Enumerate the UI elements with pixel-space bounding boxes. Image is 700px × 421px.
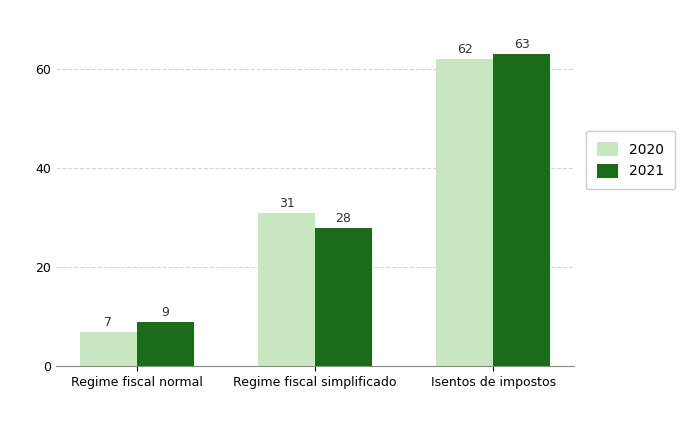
Text: 31: 31	[279, 197, 294, 210]
Legend: 2020, 2021: 2020, 2021	[586, 131, 676, 189]
Text: 9: 9	[161, 306, 169, 319]
Bar	[315, 228, 372, 366]
Bar	[80, 332, 136, 366]
Text: 28: 28	[335, 212, 351, 225]
Text: 7: 7	[104, 316, 112, 329]
Text: 62: 62	[457, 43, 473, 56]
Text: 63: 63	[514, 38, 530, 51]
Bar	[494, 54, 550, 366]
Bar	[436, 59, 494, 366]
Bar	[136, 322, 194, 366]
Bar	[258, 213, 315, 366]
